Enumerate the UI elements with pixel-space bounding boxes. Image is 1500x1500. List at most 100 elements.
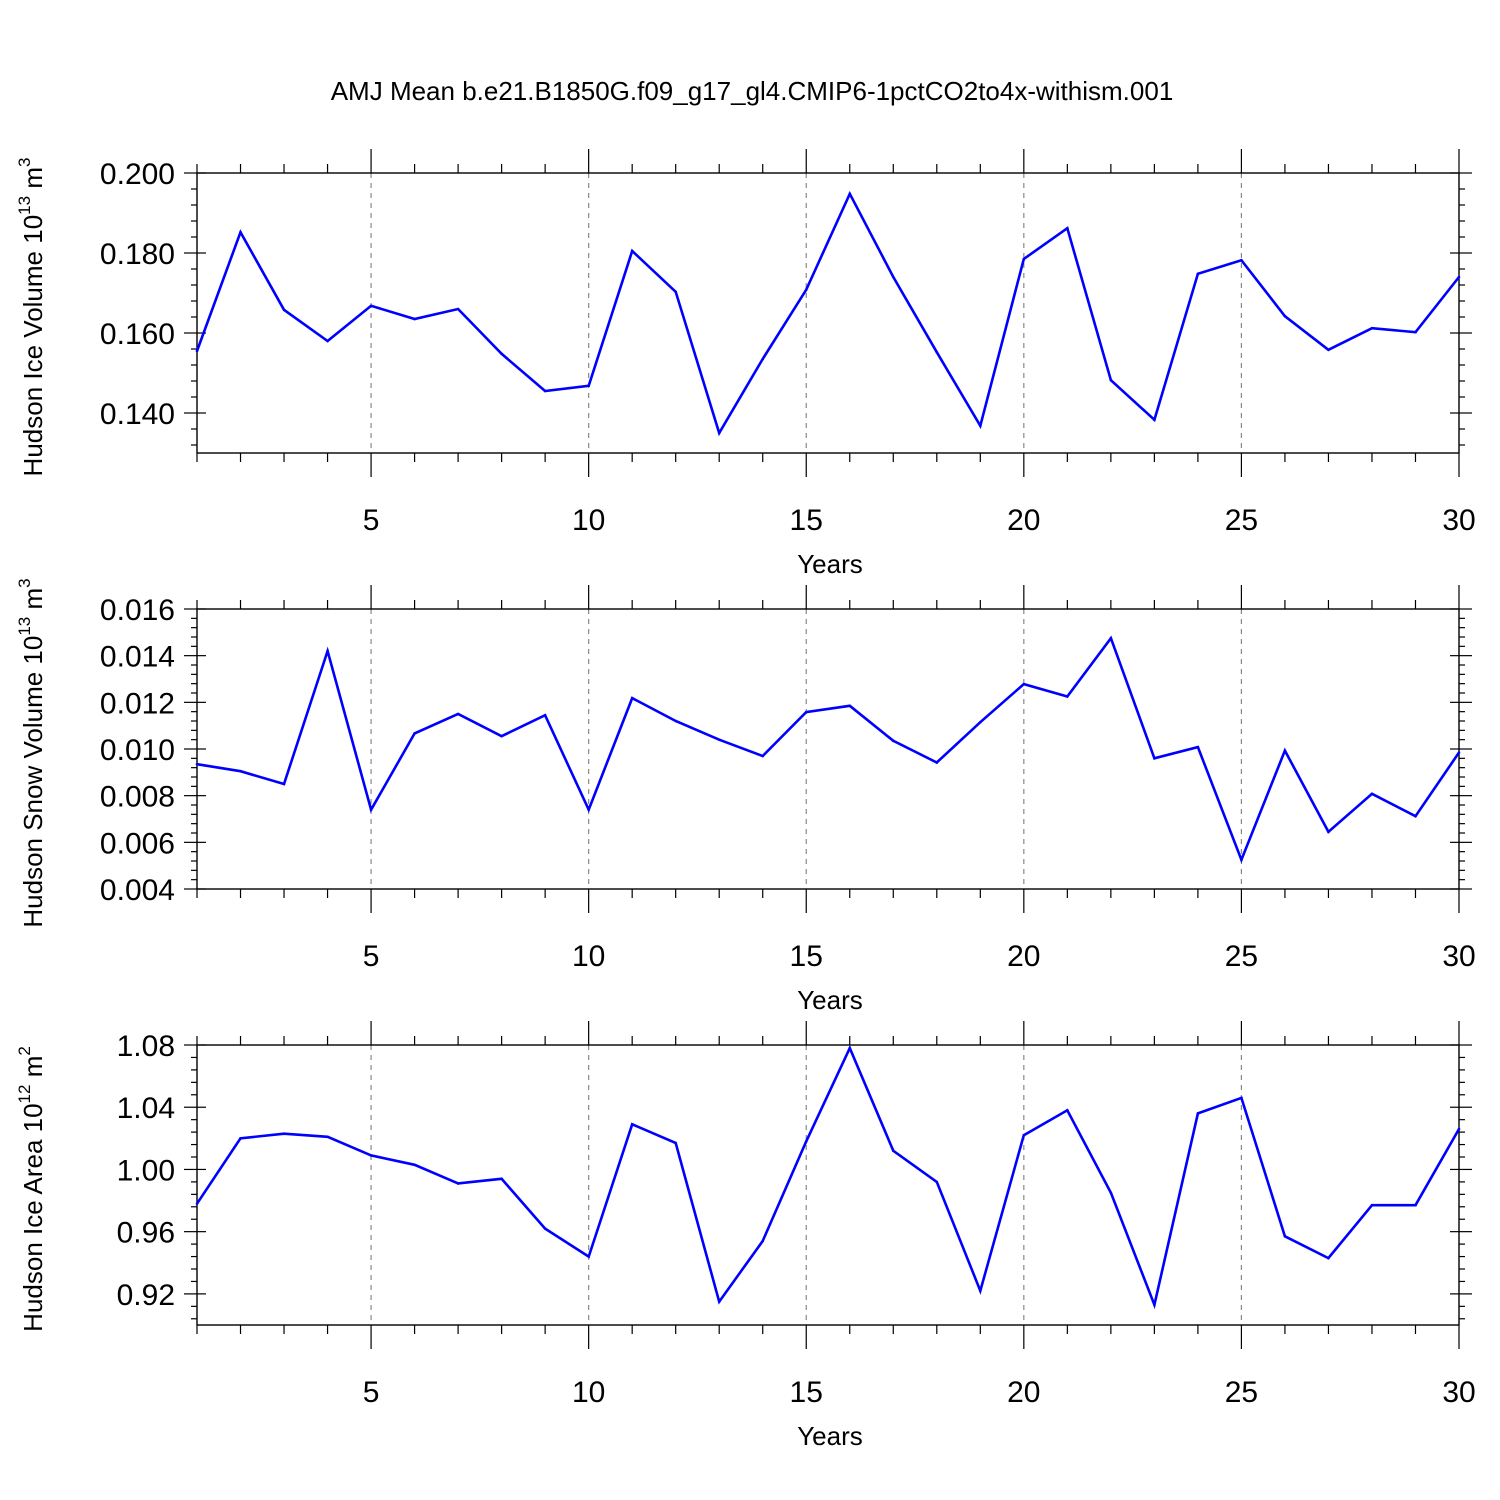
- y-axis-title-unit-exponent: 2: [15, 1046, 34, 1055]
- data-point: [935, 1180, 939, 1184]
- data-point: [1153, 1303, 1156, 1307]
- y-tick-label: 0.014: [100, 641, 175, 674]
- data-point: [1457, 751, 1461, 754]
- chart-title: AMJ Mean b.e21.B1850G.f09_g17_gl4.CMIP6-…: [331, 76, 1174, 106]
- x-tick-label: 15: [790, 1376, 823, 1409]
- y-axis-title: Hudson Snow Volume 1013 m3: [15, 578, 48, 927]
- data-point: [456, 1182, 460, 1185]
- data-point: [1327, 830, 1330, 834]
- data-point: [239, 769, 242, 773]
- data-point: [413, 1163, 416, 1167]
- data-point: [1457, 1127, 1461, 1131]
- x-tick-label: 25: [1225, 940, 1258, 973]
- y-tick-label: 0.200: [100, 158, 175, 191]
- data-point: [935, 350, 939, 354]
- data-point: [717, 431, 721, 435]
- x-tick-label: 5: [363, 940, 380, 973]
- x-tick-label: 5: [363, 1376, 380, 1409]
- data-point: [1283, 314, 1287, 318]
- y-tick-label: 0.010: [100, 734, 175, 767]
- x-tick-label: 25: [1225, 1376, 1258, 1409]
- y-axis-title-text: Hudson Ice Volume 10: [18, 215, 48, 477]
- data-point: [804, 1140, 808, 1143]
- y-axis-title-text: Hudson Snow Volume 10: [18, 636, 48, 928]
- data-point: [630, 1123, 634, 1126]
- data-point: [282, 308, 286, 312]
- data-point: [587, 808, 590, 811]
- data-point: [543, 713, 547, 717]
- data-point: [326, 1135, 329, 1139]
- data-point: [1022, 257, 1026, 261]
- data-point: [761, 1239, 765, 1243]
- data-point: [543, 1227, 547, 1230]
- data-point: [369, 1154, 373, 1157]
- data-series-line: [195, 190, 1461, 437]
- data-point: [1414, 1203, 1417, 1207]
- data-point: [1109, 378, 1113, 382]
- data-point: [848, 192, 852, 196]
- data-point: [369, 304, 373, 308]
- data-point: [1196, 745, 1200, 749]
- x-tick-label: 25: [1225, 504, 1258, 537]
- data-point: [1109, 1191, 1113, 1195]
- y-axis-title: Hudson Ice Volume 1013 m3: [15, 158, 48, 477]
- data-point: [239, 1137, 242, 1140]
- y-axis-title-unit-exponent: 3: [15, 158, 34, 167]
- data-point: [195, 762, 199, 766]
- data-point: [1414, 814, 1417, 818]
- y-axis-title-exponent: 12: [15, 1085, 34, 1104]
- data-point: [543, 389, 547, 393]
- x-tick-label: 15: [790, 940, 823, 973]
- x-axis-title: Years: [797, 985, 863, 1015]
- x-tick-label: 30: [1442, 940, 1475, 973]
- data-point: [239, 230, 242, 234]
- data-point: [326, 649, 329, 653]
- x-axis-title: Years: [797, 549, 863, 579]
- y-tick-label: 0.92: [117, 1279, 175, 1312]
- data-point: [195, 1202, 199, 1205]
- data-point: [891, 1149, 895, 1153]
- y-tick-label: 0.160: [100, 318, 175, 351]
- data-point: [630, 249, 634, 253]
- x-tick-label: 10: [572, 1376, 605, 1409]
- data-point: [674, 1141, 677, 1145]
- data-point: [456, 307, 460, 311]
- x-tick-label: 20: [1007, 940, 1040, 973]
- y-axis-title-text: Hudson Ice Area 10: [18, 1103, 48, 1331]
- data-point: [1196, 1112, 1200, 1115]
- data-point: [1022, 682, 1026, 686]
- x-tick-label: 30: [1442, 504, 1475, 537]
- data-point: [717, 738, 721, 741]
- data-series-line: [195, 1044, 1461, 1310]
- x-tick-label: 30: [1442, 1376, 1475, 1409]
- data-point: [413, 317, 416, 321]
- data-point: [1414, 330, 1417, 334]
- y-axis-title: Hudson Ice Area 1012 m2: [15, 1046, 48, 1332]
- data-point: [1370, 792, 1374, 796]
- y-tick-label: 0.140: [100, 398, 175, 431]
- data-point: [369, 808, 373, 811]
- data-point: [804, 710, 808, 714]
- data-point: [195, 349, 199, 353]
- data-point: [1022, 1133, 1026, 1137]
- data-point: [1066, 695, 1069, 698]
- data-point: [500, 352, 503, 356]
- data-point: [1109, 636, 1113, 640]
- y-tick-label: 0.96: [117, 1217, 175, 1250]
- data-point: [456, 712, 460, 716]
- data-point: [1153, 418, 1156, 422]
- y-tick-label: 0.004: [100, 874, 175, 907]
- y-tick-label: 0.006: [100, 827, 175, 860]
- data-point: [587, 1255, 590, 1258]
- data-point: [979, 720, 982, 724]
- x-axis-title: Years: [797, 1421, 863, 1451]
- data-point: [761, 357, 765, 361]
- x-tick-label: 20: [1007, 1376, 1040, 1409]
- y-tick-label: 0.008: [100, 781, 175, 814]
- x-tick-label: 10: [572, 940, 605, 973]
- x-tick-label: 20: [1007, 504, 1040, 537]
- data-series-line: [196, 635, 1461, 864]
- data-point: [979, 424, 982, 428]
